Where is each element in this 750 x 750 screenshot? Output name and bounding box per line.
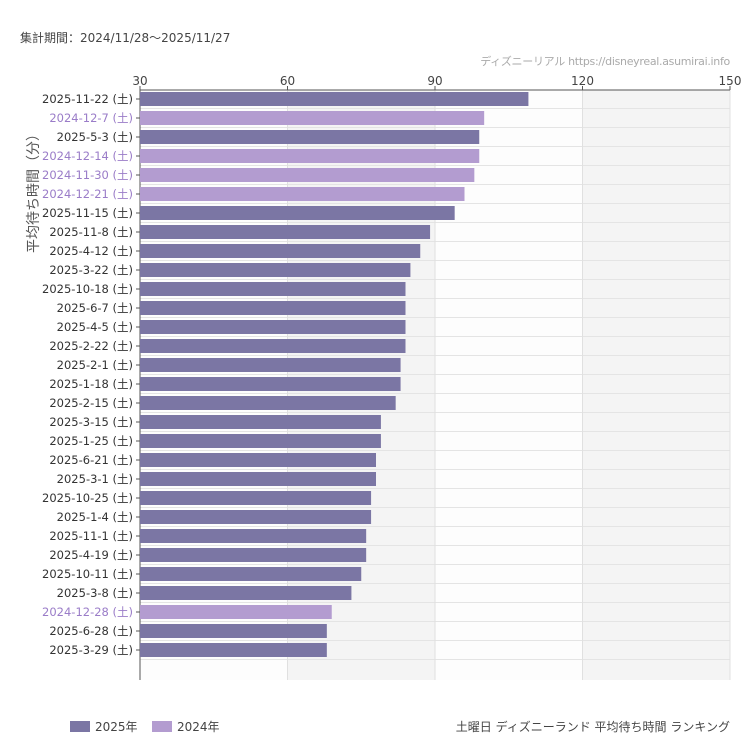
bar xyxy=(140,149,480,163)
y-tick-label: 2025-2-22 (土) xyxy=(49,339,133,353)
y-tick-label: 2025-11-22 (土) xyxy=(42,92,133,106)
x-tick-label: 90 xyxy=(427,74,442,88)
y-tick-label: 2025-11-8 (土) xyxy=(49,225,133,239)
legend-label: 2024年 xyxy=(177,720,220,734)
bar xyxy=(140,605,332,619)
y-tick-label: 2025-1-4 (土) xyxy=(57,510,133,524)
bar xyxy=(140,624,327,638)
period-label: 集計期間：2024/11/28〜2025/11/27 xyxy=(20,31,231,45)
bar xyxy=(140,168,475,182)
bar xyxy=(140,472,376,486)
bar xyxy=(140,529,367,543)
chart-title: 土曜日 ディズニーランド 平均待ち時間 ランキング xyxy=(455,720,730,734)
bar xyxy=(140,491,372,505)
x-tick-label: 120 xyxy=(571,74,594,88)
bar xyxy=(140,548,367,562)
y-tick-label: 2025-4-19 (土) xyxy=(49,548,133,562)
y-tick-label: 2024-12-28 (土) xyxy=(42,605,133,619)
y-tick-label: 2025-1-25 (土) xyxy=(49,434,133,448)
bar xyxy=(140,92,529,106)
y-tick-label: 2025-4-12 (土) xyxy=(49,244,133,258)
legend-item-2025[interactable]: 2025年 xyxy=(70,718,138,735)
y-tick-label: 2025-1-18 (土) xyxy=(49,377,133,391)
bar xyxy=(140,187,465,201)
bar xyxy=(140,206,455,220)
legend-label: 2025年 xyxy=(95,720,138,734)
y-tick-label: 2024-11-30 (土) xyxy=(42,168,133,182)
bar xyxy=(140,130,480,144)
bar xyxy=(140,282,406,296)
x-tick-label: 150 xyxy=(719,74,742,88)
bar xyxy=(140,263,411,277)
y-tick-label: 2024-12-21 (土) xyxy=(42,187,133,201)
x-tick-label: 60 xyxy=(280,74,295,88)
y-tick-label: 2025-4-5 (土) xyxy=(57,320,133,334)
bar xyxy=(140,377,401,391)
bar xyxy=(140,225,431,239)
y-tick-label: 2025-10-25 (土) xyxy=(42,491,133,505)
y-tick-label: 2025-5-3 (土) xyxy=(57,130,133,144)
site-credit: ディズニーリアル https://disneyreal.asumirai.inf… xyxy=(480,55,730,68)
bar xyxy=(140,453,376,467)
bar xyxy=(140,111,485,125)
y-tick-label: 2025-2-1 (土) xyxy=(57,358,133,372)
y-tick-label: 2025-2-15 (土) xyxy=(49,396,133,410)
bar xyxy=(140,586,352,600)
y-tick-label: 2025-3-15 (土) xyxy=(49,415,133,429)
legend-item-2024[interactable]: 2024年 xyxy=(152,718,220,735)
y-tick-label: 2025-6-28 (土) xyxy=(49,624,133,638)
bar xyxy=(140,358,401,372)
bar xyxy=(140,434,381,448)
bar xyxy=(140,339,406,353)
y-tick-label: 2025-11-1 (土) xyxy=(49,529,133,543)
y-tick-label: 2025-3-8 (土) xyxy=(57,586,133,600)
y-tick-label: 2025-6-21 (土) xyxy=(49,453,133,467)
x-tick-label: 30 xyxy=(132,74,147,88)
y-tick-label: 2025-10-11 (土) xyxy=(42,567,133,581)
y-tick-label: 2024-12-14 (土) xyxy=(42,149,133,163)
bar xyxy=(140,567,362,581)
y-tick-label: 2025-3-1 (土) xyxy=(57,472,133,486)
y-tick-label: 2024-12-7 (土) xyxy=(49,111,133,125)
bar xyxy=(140,244,421,258)
y-axis-title: 平均待ち時間（分） xyxy=(26,127,42,253)
y-tick-label: 2025-11-15 (土) xyxy=(42,206,133,220)
legend-swatch-2024 xyxy=(152,721,172,732)
bar xyxy=(140,510,372,524)
legend-swatch-2025 xyxy=(70,721,90,732)
grid-band xyxy=(582,90,730,680)
bar xyxy=(140,301,406,315)
y-tick-label: 2025-3-22 (土) xyxy=(49,263,133,277)
y-tick-label: 2025-10-18 (土) xyxy=(42,282,133,296)
bar xyxy=(140,320,406,334)
bar xyxy=(140,643,327,657)
y-tick-label: 2025-3-29 (土) xyxy=(49,643,133,657)
bar xyxy=(140,396,396,410)
y-tick-label: 2025-6-7 (土) xyxy=(57,301,133,315)
bar xyxy=(140,415,381,429)
